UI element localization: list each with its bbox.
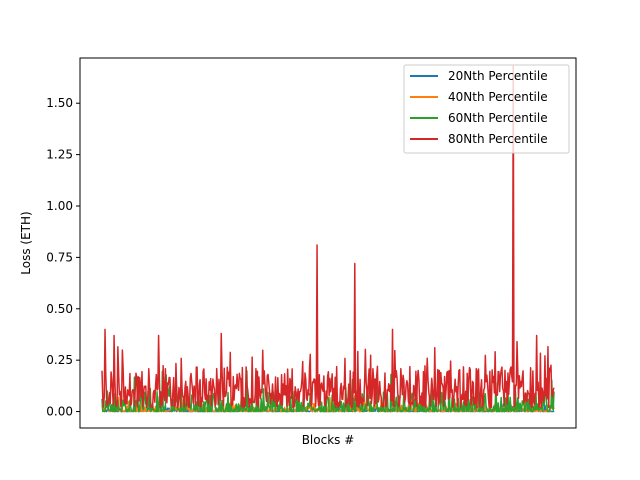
legend-label-4: 80Nth Percentile [448,132,548,146]
legend-label-1: 20Nth Percentile [448,69,548,83]
y-tick-label: 0.50 [46,302,73,316]
y-tick-label: 0.00 [46,405,73,419]
series-line-4 [101,65,555,409]
series-group [101,65,555,413]
y-tick-label: 0.25 [46,353,73,367]
plot-frame [79,57,577,429]
legend: 20Nth Percentile 40Nth Percentile 60Nth Pe… [403,64,570,154]
y-tick-label: 1.00 [46,199,73,213]
x-axis-label: Blocks # [302,433,355,447]
legend-label-2: 40Nth Percentile [448,90,548,104]
legend-label-3: 60Nth Percentile [448,111,548,125]
y-tick-label: 0.75 [46,250,73,264]
legend-box [403,64,570,154]
y-axis-label: Loss (ETH) [19,211,33,274]
y-axis: 0.00 0.25 0.50 0.75 1.00 1.25 1.50 [46,96,80,419]
y-tick-label: 1.25 [46,148,73,162]
y-tick-label: 1.50 [46,96,73,110]
